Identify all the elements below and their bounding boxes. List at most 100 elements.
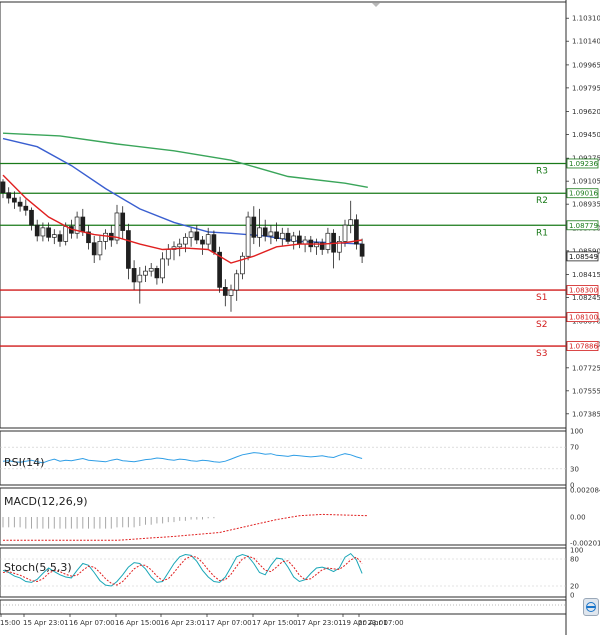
level-tag-box — [566, 220, 599, 231]
time-axis: 15:00 15 Apr 23:01 16 Apr 07:00 16 Apr 15:0… — [0, 614, 404, 627]
price-tick-label: 1.07555 — [572, 387, 600, 395]
candle-bearish — [319, 242, 325, 250]
macd-tick-label: 0.002084 — [570, 487, 600, 495]
candle-bearish — [222, 287, 228, 296]
current-price-label: 1.08549 — [569, 253, 598, 261]
candle-bullish — [342, 224, 348, 242]
candle-bullish — [51, 234, 57, 238]
candle-bearish — [23, 205, 29, 211]
stoch-d-line — [2, 555, 363, 586]
candle-bearish — [297, 235, 302, 245]
stoch-tick-label: 100 — [570, 547, 583, 555]
level-tag-box — [566, 312, 599, 323]
candle-bullish — [183, 236, 188, 245]
price-tick-label: 1.08935 — [572, 201, 600, 209]
stoch-tick-label: 20 — [570, 583, 579, 591]
candle-bullish — [137, 274, 143, 283]
candle-bearish — [359, 243, 365, 257]
level-tag-r2: 1.09016 — [569, 190, 598, 198]
time-tick-label: 19 Apr 23:01 — [342, 619, 388, 627]
level-label-s3: S3 — [536, 349, 547, 359]
candle-bearish — [126, 230, 131, 269]
time-tick-label: 17 Apr 23:01 — [297, 619, 343, 627]
candle-bearish — [274, 231, 279, 240]
stoch-tick-label: 0 — [570, 592, 574, 600]
time-tick-label: 17 Apr 15:00 — [252, 619, 298, 627]
rsi-tick-label: 100 — [570, 428, 583, 436]
price-tick-label: 1.09620 — [572, 108, 600, 116]
stoch-k-line — [2, 552, 363, 587]
candle-bullish — [348, 219, 354, 226]
rsi-tick-label: 30 — [570, 465, 579, 473]
rsi-tick-label: 70 — [570, 444, 579, 452]
current-price-box — [566, 251, 599, 262]
candle-bearish — [91, 242, 97, 256]
candle-bearish — [17, 201, 23, 207]
stoch-label: Stoch(5,5,3) — [4, 561, 72, 574]
candle-bearish — [131, 268, 137, 283]
candle-bullish — [291, 235, 297, 242]
price-tick-label: 1.08245 — [572, 294, 600, 302]
candle-bullish — [234, 273, 240, 291]
level-tag-r3: 1.09236 — [569, 160, 598, 168]
main-plot-frame — [0, 1, 567, 429]
time-tick-label: 15:00 — [0, 619, 20, 627]
scroll-icon — [586, 602, 596, 612]
time-tick-label: 17 Apr 07:00 — [206, 619, 252, 627]
level-tag-s2: 1.08100 — [569, 314, 598, 322]
candle-bullish — [228, 289, 234, 296]
candle-bearish — [6, 192, 12, 199]
candle-bullish — [74, 216, 80, 234]
candle-bullish — [177, 243, 183, 248]
price-tick-label: 1.09795 — [572, 84, 600, 92]
price-tick-label: 1.10140 — [572, 38, 600, 46]
price-tick-label: 1.09105 — [572, 178, 600, 186]
candle-bullish — [165, 249, 171, 260]
candle-bearish — [251, 216, 257, 238]
macd-tick-label: 0.00 — [570, 513, 586, 521]
level-tag-r1: 1.08779 — [569, 222, 598, 230]
price-tick-label: 1.08590 — [572, 247, 600, 255]
level-label-r3: R3 — [536, 166, 548, 176]
macd-panel: 0.002084 0.00 -0.002012 MACD(12,26,9) — [0, 487, 600, 548]
candle-bullish — [103, 232, 108, 242]
candle-bullish — [279, 232, 285, 240]
rsi-panel: 100 70 30 0 RSI(14) — [0, 428, 583, 490]
level-tag-s3: 1.07886 — [569, 343, 598, 351]
macd-tick-label: -0.002012 — [570, 540, 600, 548]
candle-bearish — [80, 216, 86, 233]
level-tag-box — [566, 285, 599, 295]
level-tag-box — [566, 158, 599, 169]
candle-bearish — [29, 209, 34, 226]
level-tag-box — [566, 188, 599, 199]
time-tick-label: 16 Apr 07:00 — [69, 619, 115, 627]
ma-slow-line — [2, 132, 368, 188]
rsi-label: RSI(14) — [4, 456, 44, 469]
macd-signal-line — [3, 513, 368, 541]
level-tag-s1: 1.08300 — [569, 287, 598, 295]
candle-bearish — [211, 234, 217, 253]
price-tick-label: 1.07725 — [572, 364, 600, 372]
rsi-frame — [0, 430, 567, 486]
level-label-s1: S1 — [536, 293, 547, 303]
candle-bearish — [57, 234, 63, 242]
candle-bearish — [217, 251, 222, 288]
candle-bullish — [268, 231, 274, 237]
candle-bullish — [114, 212, 120, 241]
time-tick-label: 16 Apr 23:01 — [160, 619, 206, 627]
scroll-to-end-button[interactable] — [583, 598, 599, 616]
macd-label: MACD(12,26,9) — [4, 495, 88, 508]
candle-bearish — [0, 181, 6, 194]
candle-bearish — [120, 212, 126, 231]
candle-bearish — [200, 239, 205, 245]
time-tick-label: 16 Apr 15:00 — [115, 619, 161, 627]
candle-bearish — [308, 239, 314, 248]
price-tick-label: 1.07385 — [572, 410, 600, 418]
candle-bullish — [205, 234, 211, 245]
candle-bullish — [97, 241, 103, 256]
rsi-line — [2, 452, 363, 464]
chart-shift-icon — [372, 3, 380, 7]
ma-fast-line — [2, 174, 363, 264]
